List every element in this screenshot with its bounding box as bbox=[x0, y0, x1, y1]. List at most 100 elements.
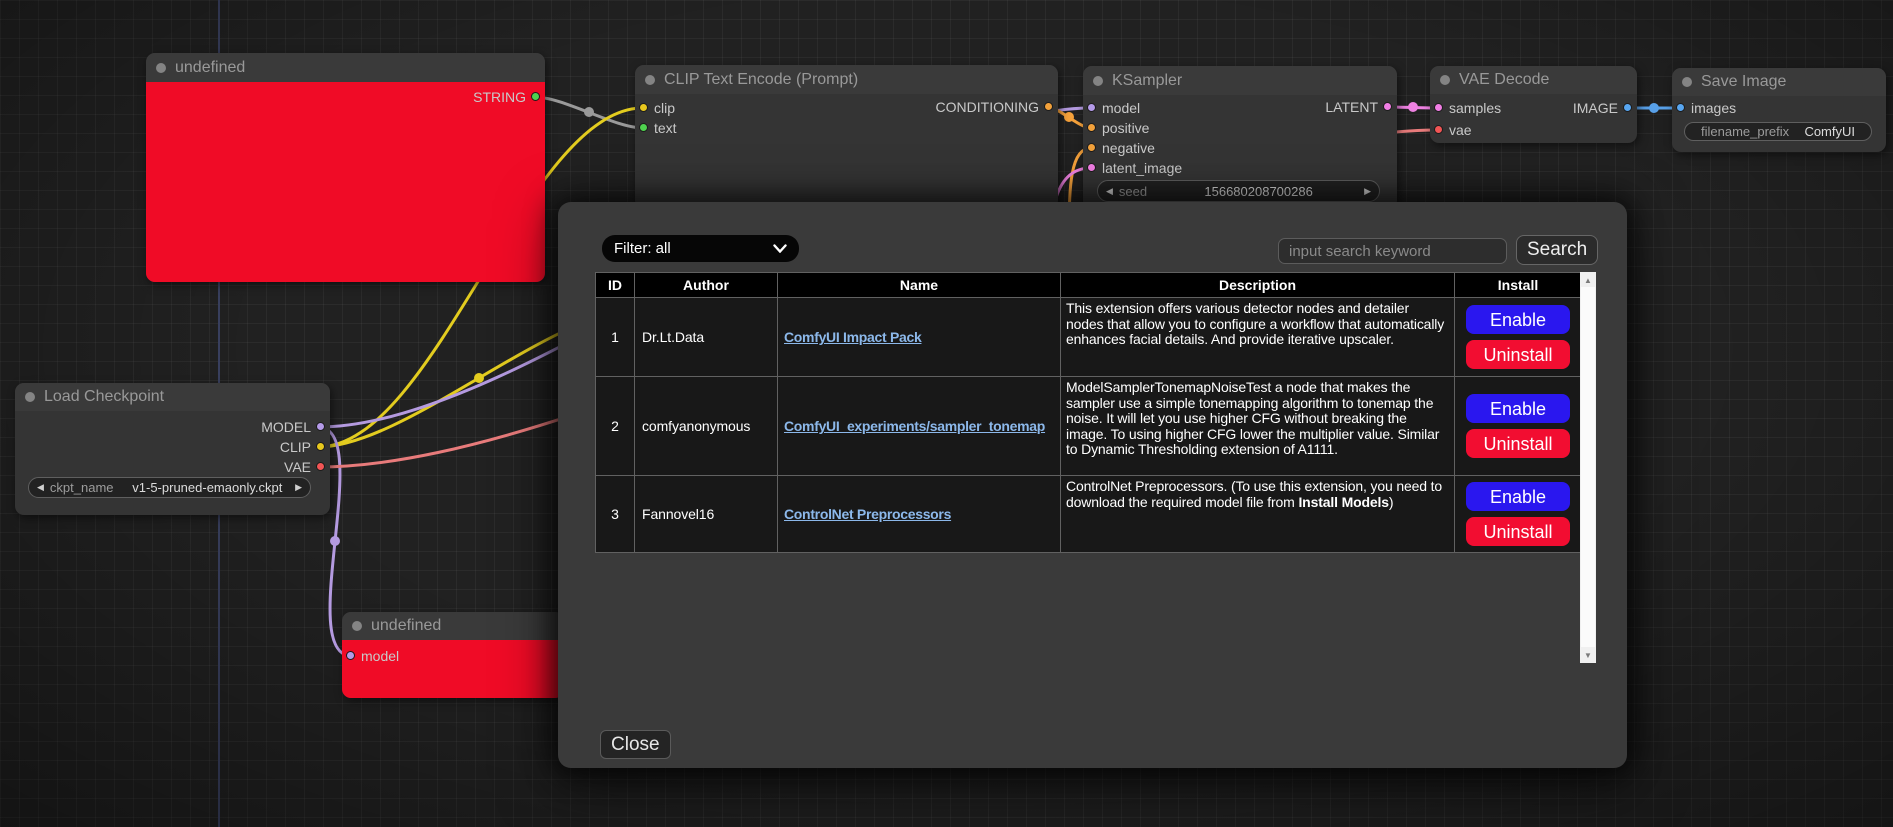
row-id: 3 bbox=[596, 476, 634, 552]
ckpt-name-widget[interactable]: ◀ ckpt_name v1-5-pruned-emaonly.ckpt ▶ bbox=[28, 477, 311, 498]
node-undefined-top[interactable]: undefined STRING bbox=[146, 53, 545, 282]
scroll-up-icon[interactable]: ▲ bbox=[1584, 275, 1592, 285]
node-titlebar[interactable]: undefined bbox=[146, 53, 545, 82]
enable-button[interactable]: Enable bbox=[1466, 482, 1570, 511]
increment-arrow-icon[interactable]: ▶ bbox=[295, 482, 302, 492]
output-slot-string[interactable]: STRING bbox=[473, 87, 545, 107]
node-titlebar[interactable]: Save Image bbox=[1672, 68, 1886, 96]
socket-string[interactable] bbox=[531, 92, 540, 101]
socket-model-out[interactable] bbox=[316, 422, 325, 431]
input-slot-text[interactable]: text bbox=[635, 118, 677, 138]
slot-label: negative bbox=[1102, 140, 1155, 156]
row-description: ModelSamplerTonemapNoiseTest a node that… bbox=[1061, 377, 1454, 475]
row-author: comfyanonymous bbox=[635, 377, 777, 475]
node-titlebar[interactable]: CLIP Text Encode (Prompt) bbox=[635, 65, 1058, 94]
uninstall-button[interactable]: Uninstall bbox=[1466, 429, 1570, 458]
node-title: undefined bbox=[371, 617, 442, 634]
wire-dot-latent bbox=[1408, 102, 1418, 112]
node-status-dot-icon bbox=[1093, 75, 1103, 86]
socket-positive[interactable] bbox=[1087, 123, 1096, 132]
socket-clip-out[interactable] bbox=[316, 442, 325, 451]
socket-vae-out[interactable] bbox=[316, 462, 325, 471]
wire-dot-image bbox=[1649, 103, 1659, 113]
enable-button[interactable]: Enable bbox=[1466, 394, 1570, 423]
output-slot-vae[interactable]: VAE bbox=[284, 457, 330, 477]
wire-dot-clip-2 bbox=[474, 373, 484, 383]
slot-label: clip bbox=[654, 100, 676, 116]
node-ksampler[interactable]: KSampler model positive negative latent_… bbox=[1083, 66, 1397, 210]
seed-widget[interactable]: ◀ seed 156680208700286 ▶ bbox=[1097, 180, 1380, 202]
row-id: 2 bbox=[596, 377, 634, 475]
scroll-down-icon[interactable]: ▼ bbox=[1584, 650, 1592, 660]
node-title: Save Image bbox=[1701, 73, 1787, 90]
node-titlebar[interactable]: KSampler bbox=[1083, 66, 1397, 95]
socket-vae[interactable] bbox=[1434, 125, 1443, 134]
socket-negative[interactable] bbox=[1087, 143, 1096, 152]
input-slot-clip[interactable]: clip bbox=[635, 98, 675, 118]
input-slot-model[interactable]: model bbox=[342, 646, 399, 666]
header-author: Author bbox=[635, 273, 777, 297]
scrollbar-thumb[interactable] bbox=[1581, 287, 1595, 647]
socket-samples[interactable] bbox=[1434, 103, 1443, 112]
input-slot-positive[interactable]: positive bbox=[1083, 118, 1149, 138]
input-slot-samples[interactable]: samples bbox=[1430, 98, 1501, 118]
header-description: Description bbox=[1061, 273, 1454, 297]
table-scrollbar[interactable]: ▲ ▼ bbox=[1580, 272, 1596, 663]
socket-model[interactable] bbox=[1087, 103, 1096, 112]
socket-image[interactable] bbox=[1623, 103, 1632, 112]
filter-select[interactable]: Filter: all bbox=[602, 235, 799, 262]
input-slot-latent-image[interactable]: latent_image bbox=[1083, 158, 1182, 178]
search-button[interactable]: Search bbox=[1516, 235, 1599, 265]
row-install: Enable Uninstall bbox=[1455, 476, 1581, 552]
search-input[interactable] bbox=[1278, 238, 1507, 264]
socket-images[interactable] bbox=[1676, 103, 1685, 112]
slot-label: samples bbox=[1449, 100, 1502, 116]
filter-label: Filter: all bbox=[614, 240, 671, 257]
socket-latent[interactable] bbox=[1383, 102, 1392, 111]
socket-latent-image[interactable] bbox=[1087, 163, 1096, 172]
output-slot-conditioning[interactable]: CONDITIONING bbox=[936, 97, 1058, 117]
increment-arrow-icon[interactable]: ▶ bbox=[1364, 185, 1371, 196]
node-status-dot-icon bbox=[645, 74, 655, 85]
extensions-table: ID Author Name Description Install 1 Dr.… bbox=[595, 272, 1581, 553]
socket-clip[interactable] bbox=[639, 103, 648, 112]
input-slot-negative[interactable]: negative bbox=[1083, 138, 1155, 158]
decrement-arrow-icon[interactable]: ◀ bbox=[37, 482, 44, 492]
uninstall-button[interactable]: Uninstall bbox=[1466, 340, 1570, 369]
close-button[interactable]: Close bbox=[600, 730, 671, 759]
node-vae-decode[interactable]: VAE Decode samples vae IMAGE bbox=[1430, 66, 1637, 143]
slot-label: STRING bbox=[473, 89, 526, 105]
node-clip-text-encode[interactable]: CLIP Text Encode (Prompt) clip text COND… bbox=[635, 65, 1058, 210]
node-save-image[interactable]: Save Image images filename_prefix ComfyU… bbox=[1672, 68, 1886, 152]
decrement-arrow-icon[interactable]: ◀ bbox=[1106, 185, 1113, 196]
desc-text: ) bbox=[1388, 493, 1394, 510]
output-slot-model[interactable]: MODEL bbox=[261, 417, 330, 437]
socket-conditioning[interactable] bbox=[1044, 102, 1053, 111]
input-slot-images[interactable]: images bbox=[1672, 98, 1736, 118]
output-slot-latent[interactable]: LATENT bbox=[1325, 97, 1397, 117]
extension-link[interactable]: ComfyUI_experiments/sampler_tonemap bbox=[784, 418, 1046, 434]
slot-label: CLIP bbox=[279, 439, 311, 455]
extension-link[interactable]: ComfyUI Impact Pack bbox=[784, 329, 922, 345]
slot-label: model bbox=[361, 648, 400, 664]
input-slot-vae[interactable]: vae bbox=[1430, 120, 1472, 140]
desc-bold: Install Models bbox=[1298, 493, 1389, 510]
output-slot-image[interactable]: IMAGE bbox=[1573, 98, 1637, 118]
uninstall-button[interactable]: Uninstall bbox=[1466, 517, 1570, 546]
row-author: Dr.Lt.Data bbox=[635, 298, 777, 376]
node-titlebar[interactable]: undefined bbox=[342, 612, 564, 640]
filename-prefix-widget[interactable]: filename_prefix ComfyUI bbox=[1684, 122, 1872, 141]
header-install: Install bbox=[1455, 273, 1581, 297]
wire-dot-model bbox=[330, 536, 340, 546]
socket-model-in[interactable] bbox=[346, 651, 355, 660]
extension-link[interactable]: ControlNet Preprocessors bbox=[784, 506, 952, 522]
input-slot-model[interactable]: model bbox=[1083, 98, 1140, 118]
output-slot-clip[interactable]: CLIP bbox=[280, 437, 330, 457]
slot-label: vae bbox=[1449, 122, 1472, 138]
node-load-checkpoint[interactable]: Load Checkpoint MODEL CLIP VAE ◀ ckpt_na… bbox=[15, 383, 330, 515]
node-undefined-bottom[interactable]: undefined model bbox=[342, 612, 564, 698]
node-titlebar[interactable]: Load Checkpoint bbox=[15, 383, 330, 411]
enable-button[interactable]: Enable bbox=[1466, 305, 1570, 334]
socket-text[interactable] bbox=[639, 123, 648, 132]
node-titlebar[interactable]: VAE Decode bbox=[1430, 66, 1637, 94]
